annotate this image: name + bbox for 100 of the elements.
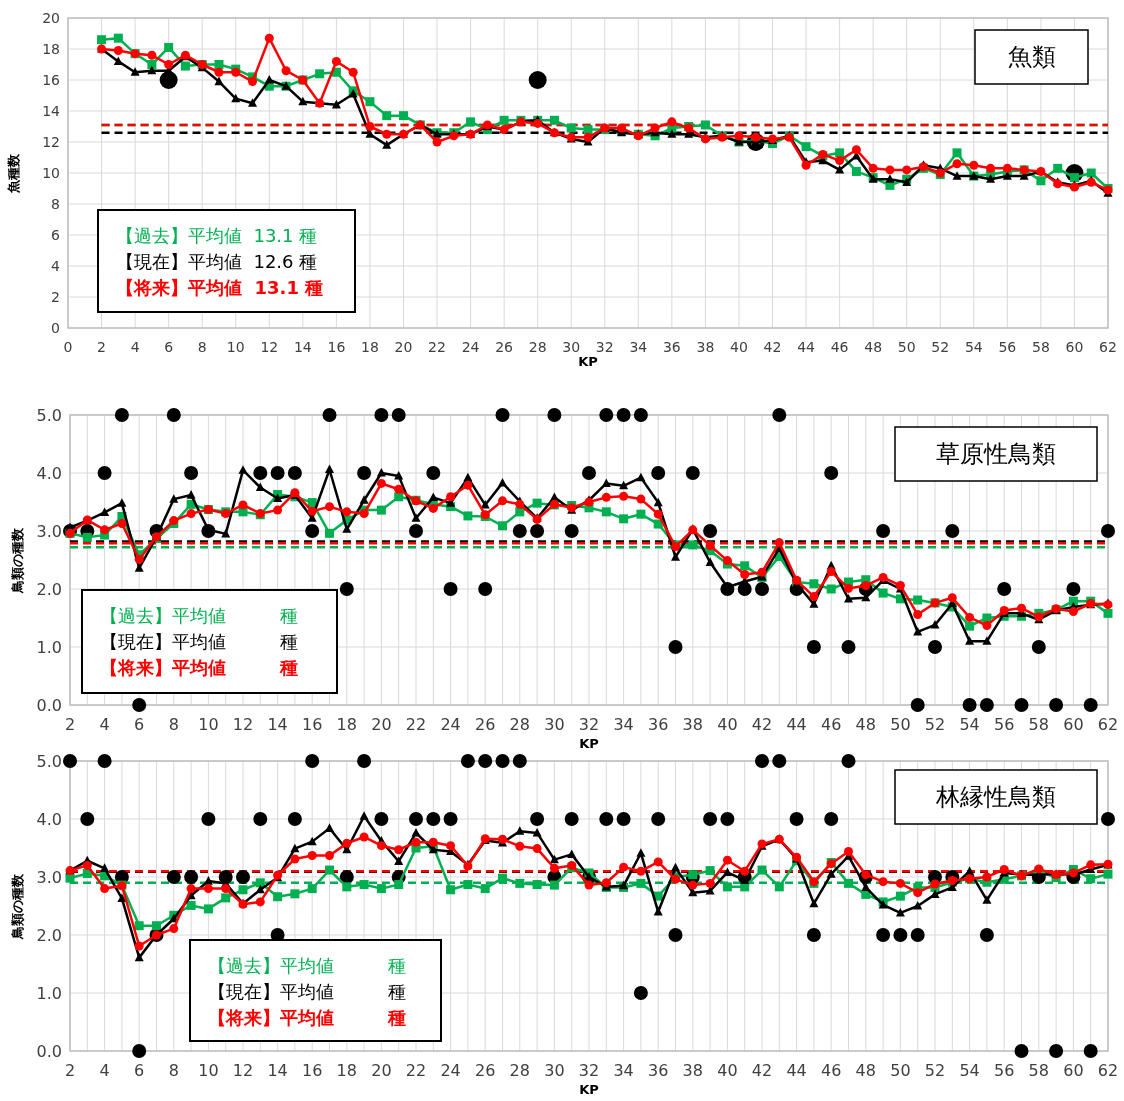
y-tick-label: 0 bbox=[51, 319, 60, 336]
x-tick-label: 34 bbox=[613, 1061, 634, 1080]
x-tick-label: 14 bbox=[293, 339, 312, 355]
x-tick-label: 38 bbox=[682, 715, 703, 734]
y-tick-label: 0.0 bbox=[36, 1041, 62, 1061]
x-tick-label: 18 bbox=[336, 1061, 357, 1080]
x-tick-label: 6 bbox=[134, 715, 145, 734]
x-tick-label: 2 bbox=[97, 339, 107, 355]
x-tick-label: 8 bbox=[168, 715, 179, 734]
x-tick-label: 60 bbox=[1065, 339, 1084, 355]
y-tick-label: 16 bbox=[42, 71, 61, 88]
annotation: 【過去】平均値 13.1 種 bbox=[116, 225, 318, 246]
x-tick-label: 38 bbox=[696, 339, 715, 355]
x-tick-label: 50 bbox=[890, 1061, 911, 1080]
x-tick-label: 20 bbox=[394, 339, 413, 355]
x-tick-label: 42 bbox=[751, 715, 773, 734]
x-tick-label: 20 bbox=[371, 715, 392, 734]
x-tick-label: 54 bbox=[959, 715, 980, 734]
x-tick-label: 36 bbox=[662, 339, 681, 355]
y-axis-title: 鳥類の種数 bbox=[10, 526, 25, 594]
y-tick-label: 5.0 bbox=[36, 405, 62, 425]
x-tick-label: 56 bbox=[994, 715, 1015, 734]
y-tick-label: 3.0 bbox=[36, 867, 62, 887]
x-tick-label: 46 bbox=[821, 715, 842, 734]
y-tick-label: 2 bbox=[51, 288, 60, 305]
x-tick-label: 42 bbox=[763, 339, 782, 355]
x-tick-label: 36 bbox=[648, 1061, 669, 1080]
x-tick-label: 62 bbox=[1097, 715, 1119, 734]
x-tick-label: 12 bbox=[260, 339, 279, 355]
x-tick-label: 44 bbox=[797, 339, 816, 355]
x-tick-label: 16 bbox=[327, 339, 346, 355]
x-tick-label: 48 bbox=[855, 1061, 876, 1080]
annotation: 【過去】平均値 種 bbox=[100, 605, 298, 626]
annotation: 【将来】平均値 種 bbox=[208, 1007, 406, 1028]
annotation: 【過去】平均値 種 bbox=[208, 955, 406, 976]
x-tick-label: 34 bbox=[629, 339, 648, 355]
y-tick-label: 14 bbox=[42, 102, 61, 119]
x-tick-label: 22 bbox=[405, 715, 427, 734]
x-tick-label: 36 bbox=[648, 715, 669, 734]
x-tick-label: 22 bbox=[405, 1061, 427, 1080]
x-tick-label: 16 bbox=[302, 1061, 323, 1080]
annotation: 【現在】平均値 種 bbox=[100, 631, 298, 652]
x-tick-label: 22 bbox=[428, 339, 446, 355]
x-tick-label: 2 bbox=[64, 715, 76, 734]
annotation: 【現在】平均値 種 bbox=[208, 981, 406, 1002]
x-tick-label: 62 bbox=[1097, 1061, 1119, 1080]
x-tick-label: 46 bbox=[821, 1061, 842, 1080]
x-tick-label: 32 bbox=[578, 1061, 600, 1080]
x-tick-label: 6 bbox=[164, 339, 174, 355]
x-tick-label: 32 bbox=[578, 715, 600, 734]
x-tick-label: 12 bbox=[232, 1061, 254, 1080]
x-tick-label: 56 bbox=[998, 339, 1017, 355]
x-axis-title: KP bbox=[578, 354, 598, 369]
annotation: 【現在】平均値 12.6 種 bbox=[116, 251, 318, 272]
x-tick-label: 40 bbox=[730, 339, 748, 355]
x-tick-label: 8 bbox=[168, 1061, 179, 1080]
x-tick-label: 56 bbox=[994, 1061, 1015, 1080]
x-tick-label: 20 bbox=[371, 1061, 392, 1080]
x-tick-label: 10 bbox=[198, 715, 219, 734]
y-tick-label: 8 bbox=[51, 195, 60, 212]
text: 林縁性鳥類 bbox=[935, 783, 1056, 811]
x-tick-label: 42 bbox=[751, 1061, 773, 1080]
x-tick-label: 16 bbox=[302, 715, 323, 734]
x-tick-label: 58 bbox=[1031, 339, 1050, 355]
x-tick-label: 8 bbox=[197, 339, 207, 355]
x-tick-label: 52 bbox=[924, 715, 946, 734]
x-axis-title: KP bbox=[579, 1082, 599, 1097]
x-tick-label: 40 bbox=[717, 1061, 738, 1080]
x-tick-label: 14 bbox=[267, 715, 288, 734]
y-tick-label: 4.0 bbox=[36, 809, 62, 829]
y-tick-label: 2.0 bbox=[36, 579, 62, 599]
x-tick-label: 28 bbox=[509, 715, 530, 734]
text: 草原性鳥類 bbox=[936, 440, 1056, 468]
x-tick-label: 28 bbox=[509, 1061, 530, 1080]
x-tick-label: 62 bbox=[1099, 339, 1117, 355]
y-tick-label: 18 bbox=[42, 40, 60, 57]
x-tick-label: 4 bbox=[99, 715, 110, 734]
x-tick-label: 30 bbox=[562, 339, 581, 355]
x-tick-label: 34 bbox=[613, 715, 634, 734]
x-tick-label: 14 bbox=[267, 1061, 288, 1080]
x-tick-label: 50 bbox=[890, 715, 911, 734]
annotation: 【将来】平均値 13.1 種 bbox=[116, 277, 324, 298]
x-tick-label: 50 bbox=[897, 339, 916, 355]
x-tick-label: 32 bbox=[595, 339, 614, 355]
y-tick-label: 4.0 bbox=[36, 463, 62, 483]
x-tick-label: 38 bbox=[682, 1061, 703, 1080]
x-tick-label: 44 bbox=[786, 715, 807, 734]
x-tick-label: 52 bbox=[931, 339, 950, 355]
y-axis-title: 魚種数 bbox=[6, 152, 21, 194]
y-tick-label: 12 bbox=[42, 133, 60, 150]
x-tick-label: 18 bbox=[336, 715, 357, 734]
x-tick-label: 54 bbox=[959, 1061, 980, 1080]
x-tick-label: 48 bbox=[864, 339, 883, 355]
y-tick-label: 6 bbox=[51, 226, 61, 243]
x-tick-label: 26 bbox=[475, 715, 496, 734]
y-tick-label: 1.0 bbox=[36, 983, 62, 1003]
y-tick-label: 10 bbox=[42, 164, 60, 181]
text: 魚類 bbox=[1007, 43, 1056, 71]
x-tick-label: 30 bbox=[544, 1061, 565, 1080]
x-tick-label: 58 bbox=[1028, 1061, 1049, 1080]
